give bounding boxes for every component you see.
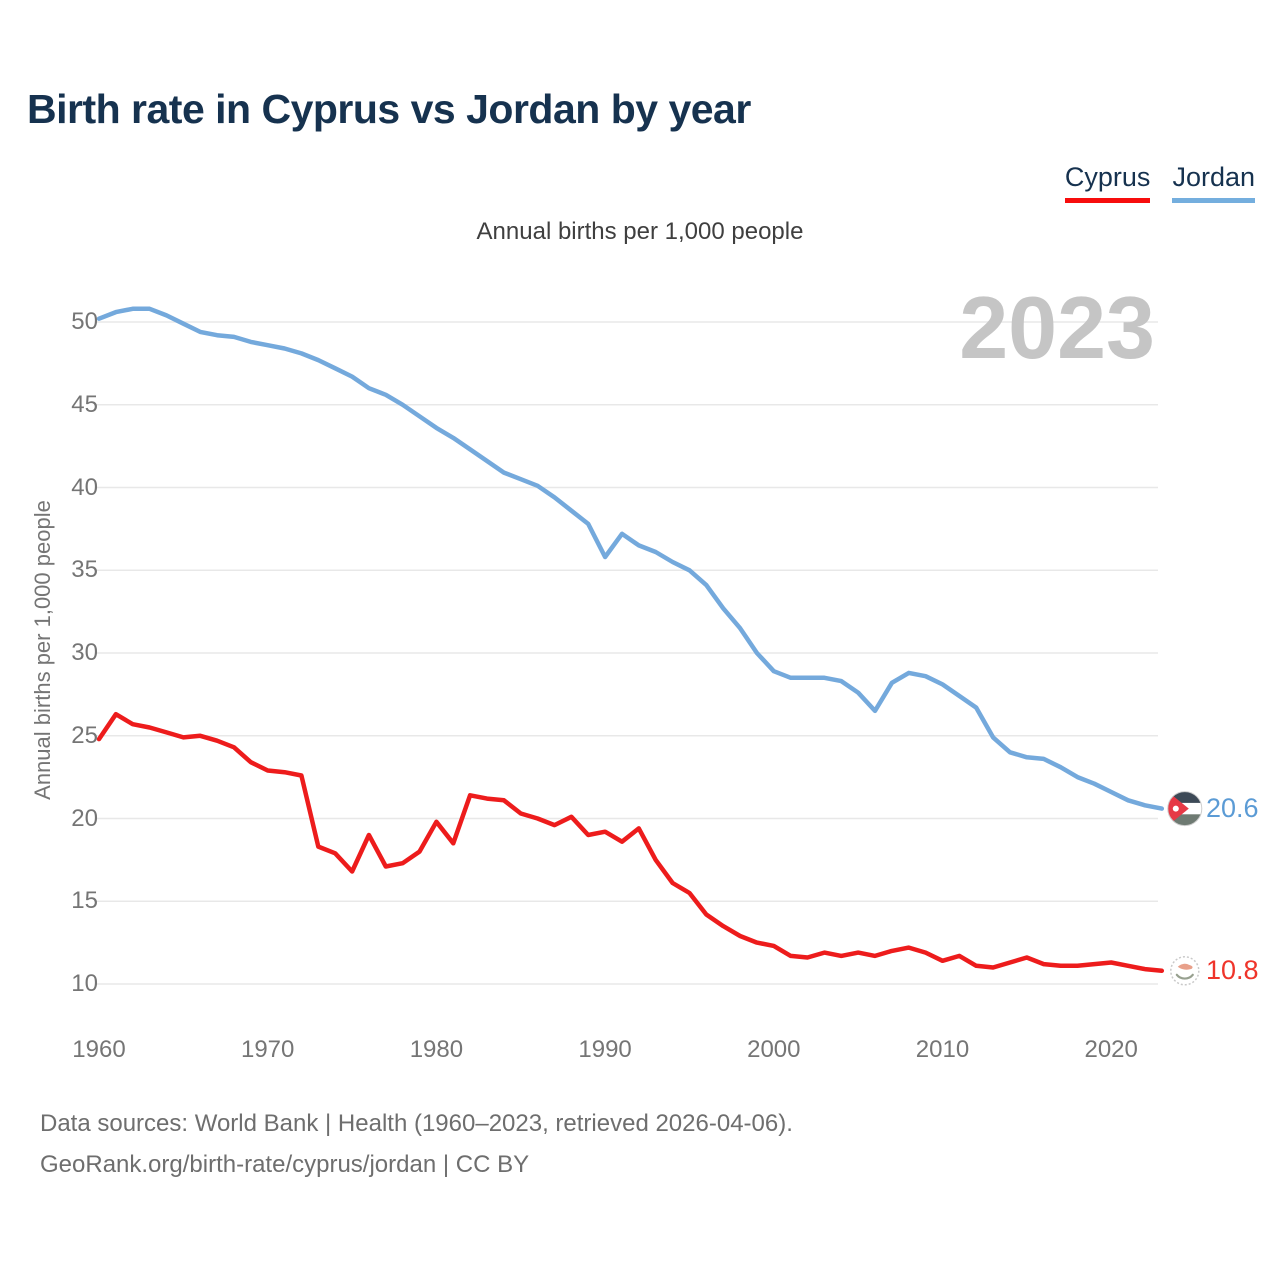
y-tick-label: 35 <box>71 556 98 584</box>
year-watermark: 2023 <box>959 278 1155 377</box>
x-tick-label: 2010 <box>915 1036 970 1063</box>
chart-title: Birth rate in Cyprus vs Jordan by year <box>27 86 751 132</box>
chart-subtitle: Annual births per 1,000 people <box>476 218 804 245</box>
end-value-label-jordan: 20.6 <box>1206 792 1259 823</box>
legend-item-cyprus[interactable]: Cyprus <box>1064 162 1151 203</box>
footer: Data sources: World Bank | Health (1960–… <box>40 1104 793 1186</box>
legend-item-jordan[interactable]: Jordan <box>1172 162 1255 203</box>
x-tick-label: 2000 <box>747 1036 801 1063</box>
end-value-label-cyprus: 10.8 <box>1206 954 1259 985</box>
x-tick-label: 1980 <box>409 1036 464 1063</box>
y-tick-label: 25 <box>71 721 98 749</box>
cyprus-flag-icon <box>1170 956 1200 986</box>
x-tick-label: 1970 <box>240 1036 295 1063</box>
y-tick-label: 40 <box>71 473 98 501</box>
y-tick-label: 20 <box>71 804 98 832</box>
gridlines <box>95 321 1158 985</box>
y-tick-label: 50 <box>71 308 98 335</box>
footer-sources: Data sources: World Bank | Health (1960–… <box>40 1110 793 1137</box>
y-tick-label: 30 <box>71 639 98 666</box>
x-tick-label: 1990 <box>578 1036 632 1063</box>
footer-attribution: GeoRank.org/birth-rate/cyprus/jordan | C… <box>40 1150 530 1178</box>
legend: Cyprus Jordan <box>1064 162 1255 203</box>
x-tick-label: 2020 <box>1084 1036 1138 1063</box>
y-tick-label: 45 <box>71 390 98 418</box>
series-line-cyprus[interactable] <box>96 711 1165 974</box>
y-tick-label: 10 <box>71 970 98 997</box>
series-line-jordan[interactable] <box>96 306 1165 811</box>
jordan-flag-icon <box>1167 791 1203 827</box>
x-tick-label: 1960 <box>72 1036 126 1063</box>
y-tick-label: 15 <box>71 887 98 915</box>
